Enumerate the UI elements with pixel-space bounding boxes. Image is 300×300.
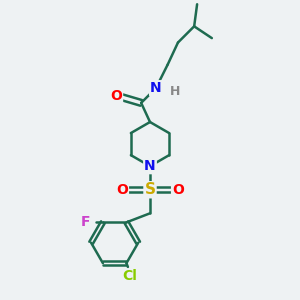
Text: H: H — [170, 85, 180, 98]
Text: N: N — [150, 81, 162, 95]
Text: O: O — [116, 183, 128, 197]
Text: N: N — [144, 159, 156, 173]
Text: O: O — [110, 88, 122, 103]
Text: S: S — [145, 182, 155, 197]
Text: F: F — [80, 215, 90, 230]
Text: O: O — [172, 183, 184, 197]
Text: Cl: Cl — [122, 269, 137, 284]
